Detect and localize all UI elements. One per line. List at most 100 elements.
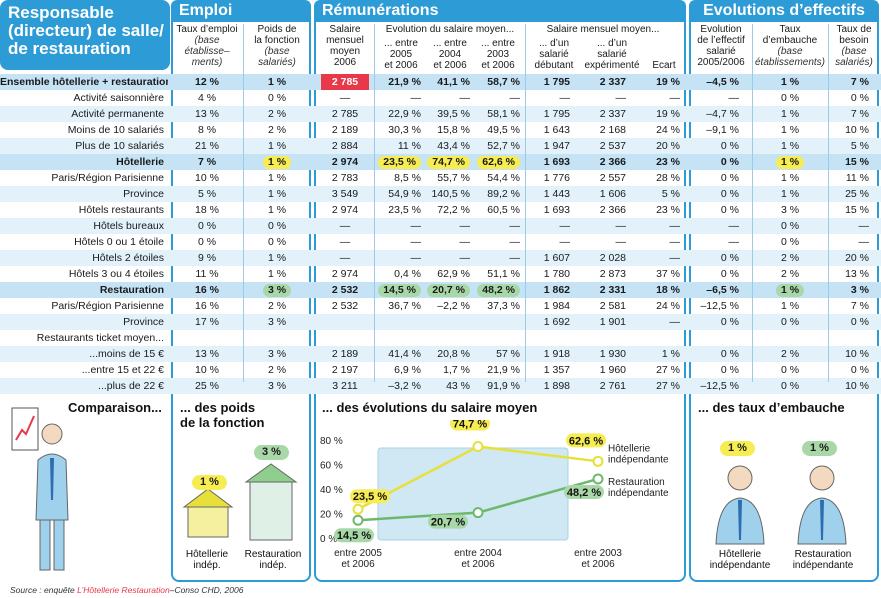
table-cell: 0 % xyxy=(780,380,800,392)
table-cell: — xyxy=(410,236,422,248)
table-cell: 5 % xyxy=(850,140,869,152)
table-cell: — xyxy=(459,236,471,248)
table-cell: 13 % xyxy=(195,108,219,120)
table-cell: 0 % xyxy=(780,220,800,232)
row-label: Ensemble hôtellerie + restauration xyxy=(0,76,168,88)
table-cell: 1 % xyxy=(267,76,287,88)
table-cell: 1 % xyxy=(267,188,287,200)
table-cell: 1 795 xyxy=(543,76,570,88)
table-cell: –6,5 % xyxy=(706,284,739,296)
table-cell: 2 % xyxy=(780,252,800,264)
table-cell: 54,9 % xyxy=(388,188,421,200)
row-label: ...plus de 22 € xyxy=(98,380,164,392)
table-cell: 19 % xyxy=(656,108,680,120)
table-cell: 52,7 % xyxy=(487,140,520,152)
table-row: Hôtels bureaux 0 % 0 % — — — — — — — — 0 % — xyxy=(0,218,881,234)
table-cell: — xyxy=(339,220,351,232)
header-evol-group: Evolution du salaire moyen... xyxy=(385,24,515,35)
page-title: Responsable (directeur) de salle/de resta… xyxy=(0,0,170,70)
table-cell: 0 % xyxy=(720,156,739,168)
table-cell: 18 % xyxy=(195,204,219,216)
comparaison-title: Comparaison... xyxy=(68,400,162,415)
data-point xyxy=(472,440,484,452)
table-cell: 30,3 % xyxy=(388,124,421,136)
emb-hotel-badge: 1 % xyxy=(720,438,755,456)
table-cell: 0 % xyxy=(720,316,739,328)
table-cell: — xyxy=(339,92,351,104)
table-cell: 62,9 % xyxy=(437,268,470,280)
row-label: ...moins de 15 € xyxy=(89,348,164,360)
row-label: Province xyxy=(123,316,164,328)
data-point xyxy=(352,514,364,526)
table-cell: 2 % xyxy=(267,124,287,136)
table-row: Restauration 16 % 3 % 2 532 14,5 % 20,7 % 48,2… xyxy=(0,282,881,298)
table-cell: 23 % xyxy=(656,204,680,216)
table-cell: 37,3 % xyxy=(487,300,520,312)
banknote-background xyxy=(377,447,569,541)
table-cell: 27 % xyxy=(656,364,680,376)
table-cell: 43 % xyxy=(446,380,470,392)
table-cell: 1 % xyxy=(267,268,287,280)
table-cell: 58,1 % xyxy=(487,108,520,120)
header-experimente: ... d’un salarié expérimenté xyxy=(584,38,640,71)
header-debutant: ... d’un salarié débutant xyxy=(534,38,574,71)
table-cell: 1,7 % xyxy=(443,364,470,376)
data-label: 74,7 % xyxy=(453,420,487,430)
table-cell: 7 % xyxy=(850,108,869,120)
embauche-title: ... des taux d’embauche xyxy=(698,400,845,415)
table-cell: 25 % xyxy=(195,380,219,392)
section-emploi: Emploi xyxy=(171,0,311,22)
table-cell: 0 % xyxy=(780,316,800,328)
table-cell: 10 % xyxy=(195,364,219,376)
data-label: 48,2 % xyxy=(567,487,601,499)
table-cell: 2 532 xyxy=(331,284,359,296)
table-cell: 2 168 xyxy=(599,124,626,136)
table-cell: 41,4 % xyxy=(388,348,421,360)
table-cell: 1 607 xyxy=(543,252,570,264)
table-cell: — xyxy=(615,92,627,104)
table-cell: 13 % xyxy=(845,268,869,280)
table-cell: 2 783 xyxy=(331,172,359,184)
row-label: Paris/Région Parisienne xyxy=(51,300,164,312)
table-cell: 5 % xyxy=(661,188,680,200)
row-label: Paris/Région Parisienne xyxy=(51,172,164,184)
table-cell: — xyxy=(728,92,740,104)
table-cell: 15 % xyxy=(845,204,869,216)
table-cell: 2 189 xyxy=(331,348,359,360)
row-label: Hôtels bureaux xyxy=(93,220,164,232)
table-cell: — xyxy=(669,252,681,264)
table-cell: 41,1 % xyxy=(437,76,470,88)
table-cell: 17 % xyxy=(195,316,219,328)
table-cell: 58,7 % xyxy=(487,76,520,88)
table-cell: 9 % xyxy=(197,252,217,264)
table-cell: 23,5 % xyxy=(377,154,421,170)
table-cell: 74,7 % xyxy=(424,154,470,170)
table-cell: 4 % xyxy=(197,92,217,104)
table-cell: 2 189 xyxy=(331,124,359,136)
table-cell: — xyxy=(509,236,521,248)
table-cell: 1 % xyxy=(661,348,680,360)
row-label: Hôtels restaurants xyxy=(78,204,164,216)
table-cell: 3 % xyxy=(780,204,800,216)
header-evol-2004: ... entre 2004 et 2006 xyxy=(433,38,467,71)
table-cell: 3 % xyxy=(850,284,869,296)
row-label: Moins de 10 salariés xyxy=(67,124,164,136)
data-point xyxy=(592,473,604,485)
table-row: Paris/Région Parisienne 10 % 1 % 2 783 8,5 %… xyxy=(0,170,881,186)
table-cell: 1 % xyxy=(753,154,827,170)
table-cell: 21,9 % xyxy=(388,76,421,88)
table-cell: 8,5 % xyxy=(394,172,421,184)
data-point xyxy=(592,455,604,467)
table-cell: 16 % xyxy=(195,300,219,312)
x-tick-label: entre 2003 xyxy=(574,548,622,559)
header-sal-group: Salaire mensuel moyen... xyxy=(546,24,660,35)
table-cell: — xyxy=(339,252,351,264)
table-cell: — xyxy=(728,236,740,248)
table-cell: 1 606 xyxy=(599,188,626,200)
row-label: Hôtels 3 ou 4 étoiles xyxy=(68,268,164,280)
table-cell: 1 918 xyxy=(543,348,570,360)
table-cell: 2 974 xyxy=(331,204,359,216)
x-tick-label: entre 2005 xyxy=(334,548,382,559)
y-tick-label: 0 % xyxy=(320,534,337,545)
